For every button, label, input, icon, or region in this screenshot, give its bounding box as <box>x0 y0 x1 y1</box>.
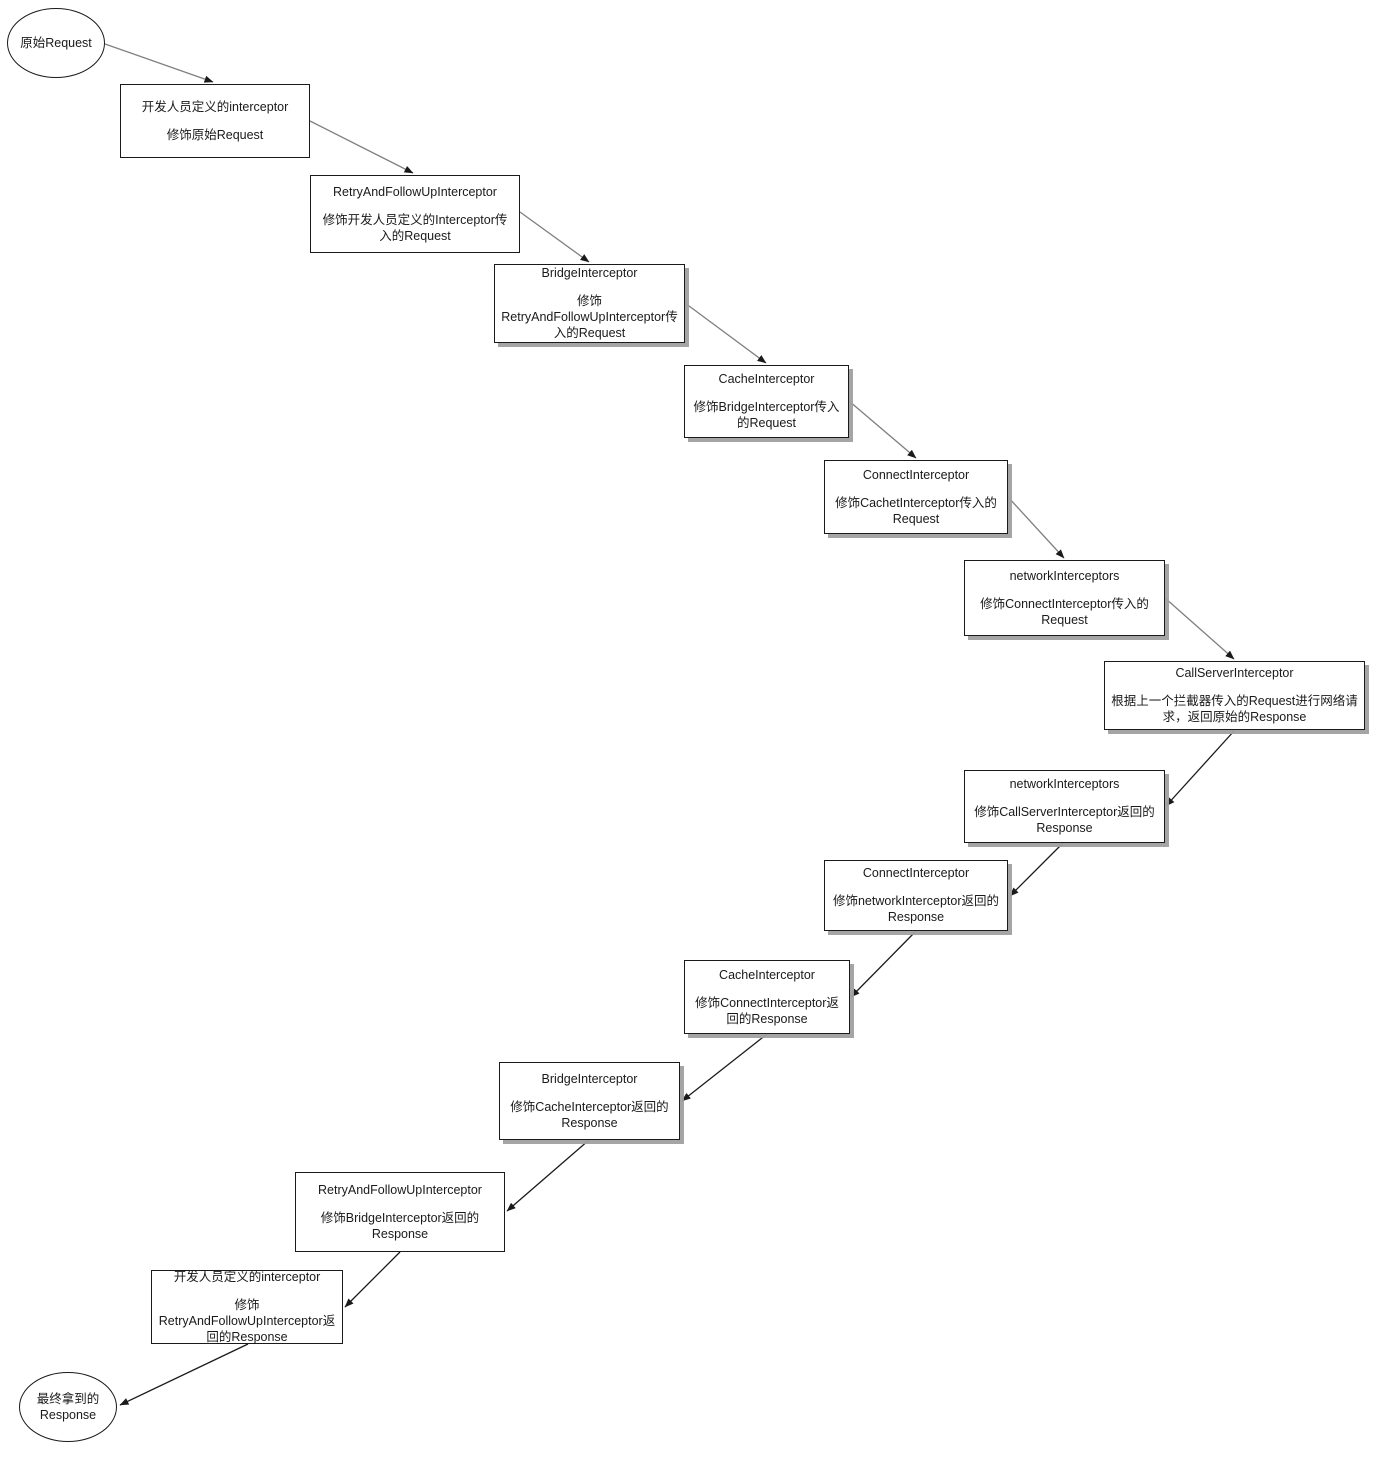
node-label: 最终拿到的Response <box>36 1392 100 1422</box>
edge-connect-interceptor-request-to-network-interceptors-request <box>1007 496 1065 559</box>
node-title: CallServerInterceptor <box>1175 666 1294 680</box>
edge-cache-interceptor-response-to-bridge-interceptor-response <box>681 1033 768 1102</box>
edge-cache-interceptor-request-to-connect-interceptor-request <box>848 400 917 459</box>
edge-start-to-dev-interceptor-request <box>104 43 214 83</box>
node-description: 修饰RetryAndFollowUpInterceptor传入的Request <box>501 294 678 340</box>
node-description: 修饰BridgeInterceptor传入的Request <box>693 400 840 430</box>
edge-bridge-interceptor-response-to-retry-interceptor-response <box>506 1139 590 1212</box>
node-title: networkInterceptors <box>1009 568 1120 583</box>
node-network-interceptors-response[interactable]: networkInterceptors 修饰CallServerIntercept… <box>964 770 1165 843</box>
node-bridge-interceptor-request[interactable]: BridgeInterceptor 修饰RetryAndFollowUpInter… <box>494 264 685 343</box>
node-cache-interceptor-request[interactable]: CacheInterceptor 修饰BridgeInterceptor传入的Re… <box>684 365 849 438</box>
node-title: networkInterceptors <box>1009 777 1120 791</box>
edge-dev-interceptor-request-to-retry-interceptor-request <box>309 120 414 174</box>
edge-connect-interceptor-response-to-cache-interceptor-response <box>850 930 917 998</box>
node-network-interceptors-request[interactable]: networkInterceptors 修饰ConnectInterceptor传… <box>964 560 1165 636</box>
node-description: 修饰CallServerInterceptor返回的Response <box>974 805 1155 835</box>
node-retry-interceptor-response[interactable]: RetryAndFollowUpInterceptor 修饰BridgeInter… <box>295 1172 505 1252</box>
node-description: 修饰RetryAndFollowUpInterceptor返回的Response <box>158 1297 336 1344</box>
node-title: CacheInterceptor <box>719 967 815 982</box>
node-start[interactable]: 原始Request <box>7 8 105 78</box>
node-title: ConnectInterceptor <box>862 866 970 880</box>
edge-retry-interceptor-response-to-dev-interceptor-response <box>344 1251 401 1308</box>
edge-retry-interceptor-request-to-bridge-interceptor-request <box>519 211 590 263</box>
node-description: 修饰ConnectInterceptor返回的Response <box>695 995 839 1026</box>
node-title: CacheInterceptor <box>718 372 815 386</box>
node-title: BridgeInterceptor <box>541 1071 638 1086</box>
edge-network-interceptors-request-to-call-server-interceptor <box>1164 597 1235 660</box>
node-title: 开发人员定义的interceptor <box>173 1269 321 1284</box>
node-description: 修饰CachetInterceptor传入的Request <box>835 495 997 526</box>
edge-network-interceptors-response-to-connect-interceptor-response <box>1009 842 1064 897</box>
edge-dev-interceptor-response-to-end <box>119 1343 249 1406</box>
node-title: RetryAndFollowUpInterceptor <box>318 1182 482 1197</box>
node-title: ConnectInterceptor <box>862 467 970 482</box>
node-description: 根据上一个拦截器传入的Request进行网络请求，返回原始的Response <box>1111 694 1358 724</box>
node-description: 修饰networkInterceptor返回的Response <box>832 894 1000 924</box>
node-description: 修饰原始Request <box>166 127 264 142</box>
node-dev-interceptor-request[interactable]: 开发人员定义的interceptor 修饰原始Request <box>120 84 310 158</box>
node-connect-interceptor-response[interactable]: ConnectInterceptor 修饰networkInterceptor返回… <box>824 860 1008 931</box>
node-dev-interceptor-response[interactable]: 开发人员定义的interceptor 修饰RetryAndFollowUpInte… <box>151 1270 343 1344</box>
edge-call-server-interceptor-to-network-interceptors-response <box>1165 730 1235 807</box>
node-end[interactable]: 最终拿到的Response <box>19 1372 117 1442</box>
node-label: 原始Request <box>20 36 92 50</box>
node-description: 修饰开发人员定义的Interceptor传入的Request <box>322 212 508 243</box>
node-description: 修饰BridgeInterceptor返回的Response <box>320 1210 480 1241</box>
node-description: 修饰CacheInterceptor返回的Response <box>510 1099 669 1130</box>
node-title: RetryAndFollowUpInterceptor <box>333 184 497 199</box>
node-title: 开发人员定义的interceptor <box>141 99 289 114</box>
node-call-server-interceptor[interactable]: CallServerInterceptor 根据上一个拦截器传入的Request进… <box>1104 661 1365 730</box>
edge-bridge-interceptor-request-to-cache-interceptor-request <box>684 302 767 364</box>
node-bridge-interceptor-response[interactable]: BridgeInterceptor 修饰CacheInterceptor返回的Re… <box>499 1062 680 1140</box>
node-connect-interceptor-request[interactable]: ConnectInterceptor 修饰CachetInterceptor传入的… <box>824 460 1008 534</box>
node-title: BridgeInterceptor <box>541 266 638 280</box>
node-cache-interceptor-response[interactable]: CacheInterceptor 修饰ConnectInterceptor返回的R… <box>684 960 850 1034</box>
node-retry-interceptor-request[interactable]: RetryAndFollowUpInterceptor 修饰开发人员定义的Inte… <box>310 175 520 253</box>
node-description: 修饰ConnectInterceptor传入的Request <box>980 596 1149 627</box>
